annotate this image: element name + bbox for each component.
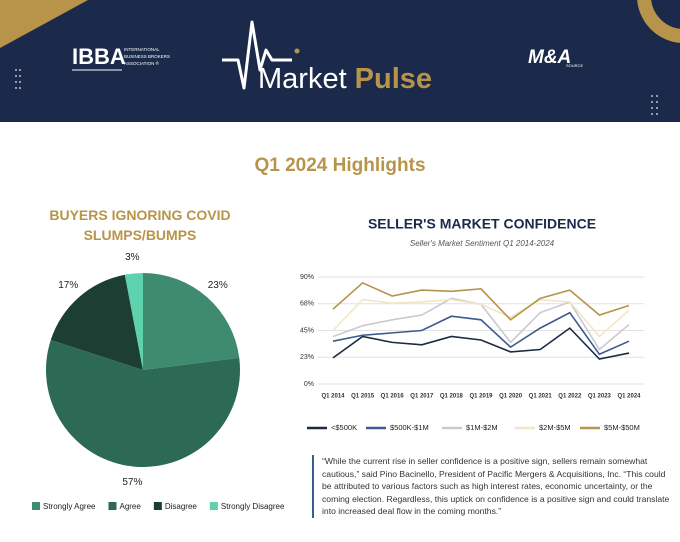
ma-logo: M&A	[528, 47, 571, 68]
data-label: 57%	[122, 477, 142, 488]
legend-swatch	[108, 502, 117, 510]
x-tick-label: Q1 2020	[499, 394, 523, 400]
brand: Market Pulse	[258, 63, 432, 95]
chart-title: SELLER'S MARKET CONFIDENCE	[368, 216, 596, 232]
legend-swatch	[32, 502, 40, 510]
headline: Q1 2024 Highlights	[254, 155, 425, 176]
legend-label: $2M-$5M	[539, 423, 571, 432]
series-line	[332, 298, 630, 338]
data-label: 17%	[58, 280, 78, 291]
x-tick-label: Q1 2019	[469, 394, 493, 400]
legend-label: Agree	[119, 502, 141, 511]
chart-subtitle: Seller's Market Sentiment Q1 2014-2024	[410, 239, 555, 248]
header-band	[0, 0, 680, 122]
legend-label: $1M-$2M	[466, 423, 498, 432]
pie-slice	[50, 274, 144, 370]
pie-slice	[143, 273, 240, 370]
x-tick-label: Q1 2023	[588, 394, 612, 400]
legend-swatch	[209, 502, 218, 510]
series-line	[332, 311, 630, 356]
data-label: 3%	[125, 252, 140, 263]
quote: “While the current rise in seller confid…	[312, 455, 672, 518]
y-tick-label: 68%	[300, 301, 314, 308]
y-tick-label: 23%	[300, 354, 314, 361]
pie-slice	[124, 273, 143, 370]
legend-label: $5M-$50M	[604, 423, 640, 432]
legend-label: Strongly Disagree	[221, 502, 285, 511]
x-tick-label: Q1 2015	[351, 394, 375, 400]
y-tick-label: 90%	[300, 274, 314, 281]
x-tick-label: Q1 2018	[440, 394, 464, 400]
legend-label: Strongly Agree	[43, 502, 96, 511]
brand-word: Pulse	[355, 63, 432, 95]
x-tick-label: Q1 2024	[617, 394, 641, 400]
data-label: 23%	[208, 280, 228, 291]
brand-word: Market	[258, 63, 347, 95]
x-tick-label: Q1 2017	[410, 394, 434, 400]
series-line	[332, 327, 630, 360]
y-tick-label: 0%	[304, 381, 314, 388]
x-tick-label: Q1 2014	[321, 394, 345, 400]
ibba-sub: INTERNATIONAL	[124, 47, 160, 52]
x-tick-label: Q1 2016	[381, 394, 405, 400]
legend-label: $500K-$1M	[390, 423, 429, 432]
x-tick-label: Q1 2021	[529, 394, 553, 400]
ma-sub: SOURCE	[566, 63, 583, 68]
series-line	[332, 297, 630, 351]
series-line	[332, 282, 630, 321]
chart-title: BUYERS IGNORING COVID SLUMPS/BUMPS	[49, 207, 231, 243]
corner-decor	[0, 0, 88, 48]
ibba-sub: ASSOCIATION ®	[124, 60, 160, 66]
legend-swatch	[153, 502, 162, 510]
x-tick-label: Q1 2022	[558, 394, 582, 400]
pie-slice	[46, 340, 240, 467]
legend-label: <$500K	[331, 423, 357, 432]
pulse-dot	[294, 48, 300, 54]
ibba-logo: IBBA	[72, 44, 126, 69]
y-tick-label: 45%	[300, 327, 314, 334]
legend-label: Disagree	[165, 502, 198, 511]
pulse-icon	[222, 20, 292, 90]
dot-grid	[15, 69, 658, 115]
ibba-sub: BUSINESS BROKERS	[124, 54, 170, 59]
